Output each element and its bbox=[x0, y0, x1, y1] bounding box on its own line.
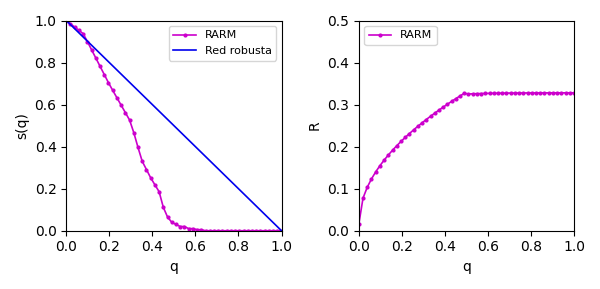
RARM bbox=[278, 229, 285, 232]
Red robusta bbox=[278, 229, 285, 232]
RARM bbox=[571, 91, 578, 95]
Y-axis label: R: R bbox=[307, 121, 322, 130]
X-axis label: q: q bbox=[169, 260, 178, 274]
RARM bbox=[62, 19, 70, 22]
Legend: RARM: RARM bbox=[364, 26, 437, 45]
X-axis label: q: q bbox=[462, 260, 471, 274]
Line: Red robusta: Red robusta bbox=[66, 21, 281, 231]
RARM bbox=[486, 92, 493, 95]
RARM bbox=[80, 32, 87, 36]
RARM bbox=[193, 228, 200, 231]
Line: RARM: RARM bbox=[64, 18, 284, 234]
Y-axis label: s(q): s(q) bbox=[15, 112, 29, 139]
Legend: RARM, Red robusta: RARM, Red robusta bbox=[169, 26, 276, 60]
Red robusta bbox=[193, 147, 200, 150]
RARM bbox=[206, 229, 214, 232]
RARM bbox=[554, 91, 561, 95]
Line: RARM: RARM bbox=[356, 90, 577, 227]
Red robusta bbox=[80, 35, 87, 39]
RARM bbox=[202, 229, 209, 232]
Red robusta bbox=[164, 118, 171, 121]
Red robusta bbox=[261, 212, 268, 216]
RARM bbox=[372, 170, 379, 174]
RARM bbox=[355, 223, 362, 226]
RARM bbox=[494, 92, 502, 95]
RARM bbox=[139, 160, 146, 163]
Red robusta bbox=[202, 155, 209, 158]
Red robusta bbox=[62, 19, 70, 22]
RARM bbox=[431, 112, 439, 115]
RARM bbox=[457, 94, 464, 98]
RARM bbox=[164, 215, 171, 219]
RARM bbox=[265, 229, 272, 232]
Red robusta bbox=[139, 93, 146, 97]
